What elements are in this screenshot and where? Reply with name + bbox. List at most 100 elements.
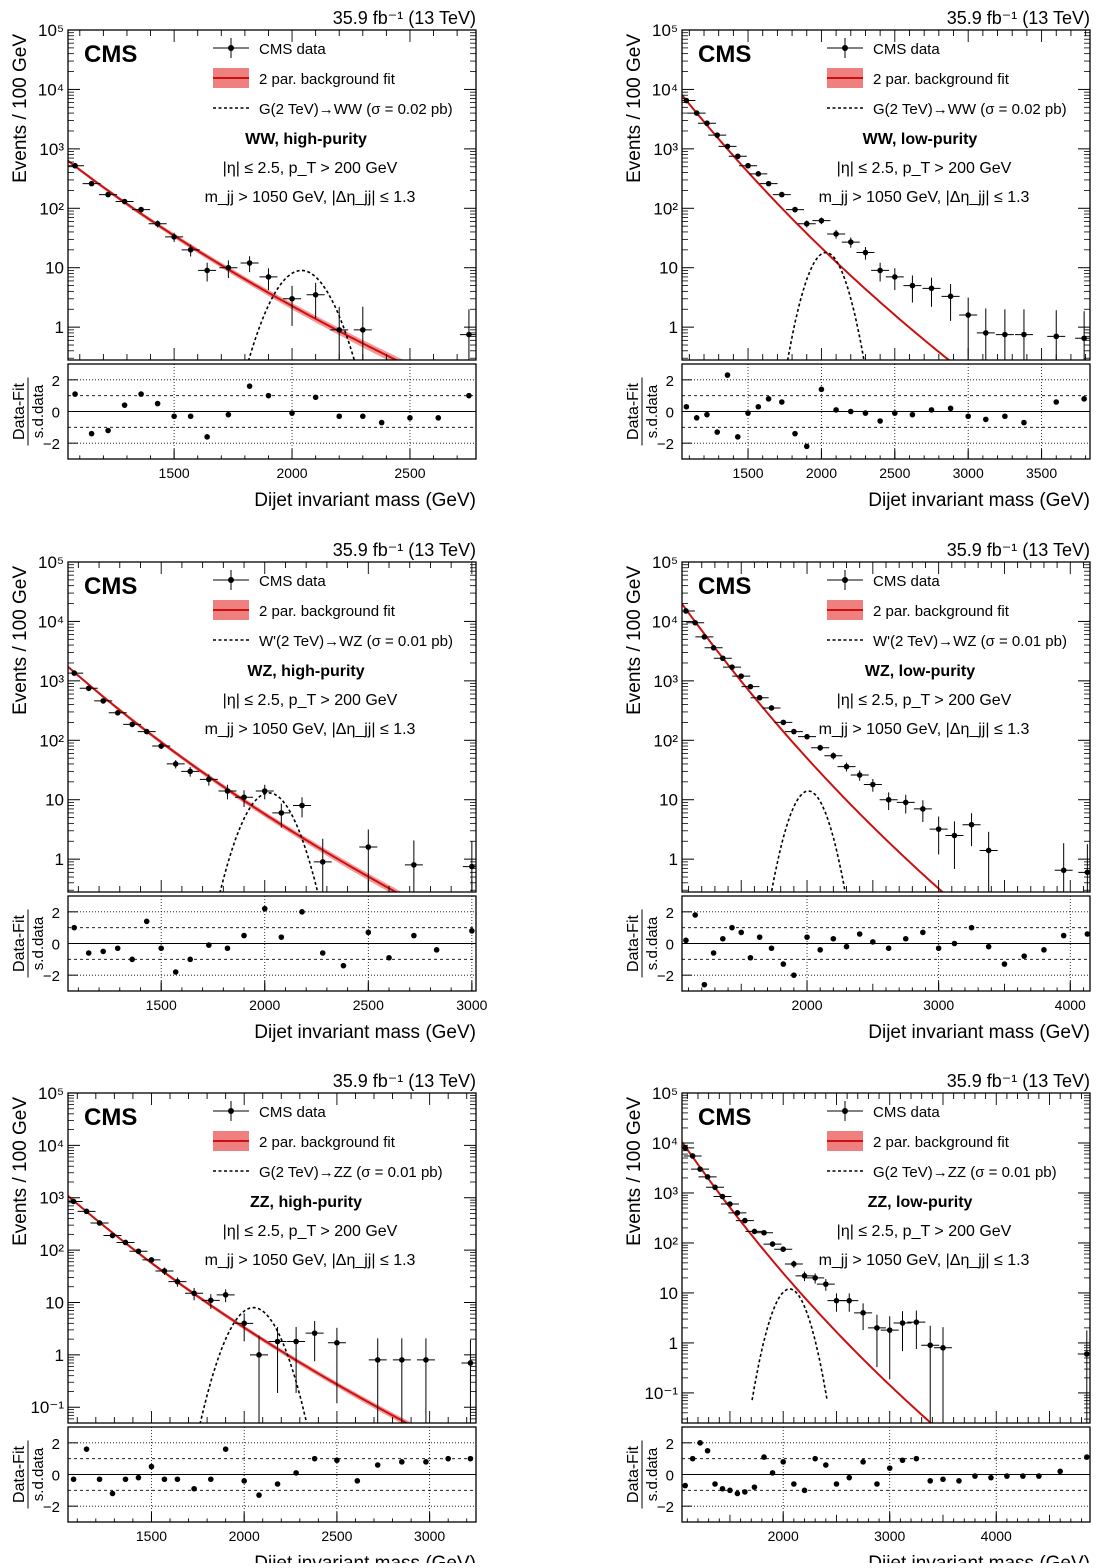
legend-fit-label: 2 par. background fit xyxy=(873,603,1010,620)
pull-point xyxy=(791,972,797,978)
data-point xyxy=(108,710,127,716)
pull-point xyxy=(138,391,144,397)
cut-line-1: |η| ≤ 2.5, p_T > 200 GeV xyxy=(837,160,1012,177)
pull-point xyxy=(83,1446,90,1452)
panel-2: 1 10 10² 10³ 10⁴ 10⁵ CMS data 2 par. background… xyxy=(624,8,1091,511)
fit-line xyxy=(682,94,951,360)
y-tick-label: 10² xyxy=(653,199,678,218)
pull-point xyxy=(278,934,285,940)
legend-data-label: CMS data xyxy=(259,41,326,58)
x-tick-label: 2000 xyxy=(276,465,307,481)
pull-point xyxy=(1002,413,1008,420)
ratio-panel: −2 0 2 1500 2000 2500 3000 Dijet invariant mass… xyxy=(11,1426,477,1568)
y-tick-label: 10 xyxy=(659,791,678,810)
main-frame xyxy=(681,29,1091,361)
x-tick-label: 1500 xyxy=(159,465,190,481)
y-tick-label: 10⁻¹ xyxy=(644,1384,678,1403)
pull-point xyxy=(172,969,179,975)
data-point xyxy=(168,1277,187,1287)
data-point xyxy=(79,685,98,692)
data-point xyxy=(199,774,218,786)
main-plot-area xyxy=(68,159,476,360)
y-tick-label: 10 xyxy=(659,259,678,278)
x-tick-label: 2000 xyxy=(229,1528,260,1544)
cms-logo-text: CMS xyxy=(698,573,751,600)
pull-point xyxy=(683,937,689,944)
pull-point xyxy=(148,1463,155,1470)
data-point xyxy=(720,1201,739,1207)
legend-fit-label: 2 par. background fit xyxy=(259,603,396,620)
y-axis-label: Events / 100 GeV xyxy=(624,566,645,715)
legend-data-marker xyxy=(213,38,249,58)
ratio-panel: −2 0 2 1500 2000 2500 3000 Dijet invariant mass… xyxy=(11,895,488,1043)
legend-signal-label: G(2 TeV)→WW (σ = 0.02 pb) xyxy=(259,101,453,118)
y-axis-label: Events / 100 GeV xyxy=(624,34,645,183)
pull-point xyxy=(411,932,417,939)
x-tick-label: 3000 xyxy=(874,1528,905,1544)
legend-fit-label: 2 par. background fit xyxy=(873,1134,1010,1151)
pull-point xyxy=(812,1455,818,1462)
x-tick-label: 1500 xyxy=(732,465,763,481)
x-tick-label: 3000 xyxy=(923,997,954,1013)
data-point xyxy=(283,285,302,326)
data-point xyxy=(368,1338,387,1423)
data-point xyxy=(697,120,716,127)
y-tick-label: 10³ xyxy=(39,672,64,691)
legend-data-marker xyxy=(213,1101,249,1121)
pull-point xyxy=(274,1481,281,1487)
data-point xyxy=(732,673,751,679)
main-plot-area xyxy=(682,603,1090,892)
data-point xyxy=(795,1271,814,1282)
pull-point xyxy=(71,924,78,931)
data-point xyxy=(811,744,830,751)
legend-data-label: CMS data xyxy=(873,1104,940,1121)
pull-point xyxy=(791,1481,797,1487)
legend-data-label: CMS data xyxy=(873,573,940,590)
pull-point xyxy=(792,430,798,437)
main-frame xyxy=(67,29,477,361)
data-point xyxy=(129,1248,148,1255)
pull-point xyxy=(704,411,710,418)
pull-point xyxy=(374,1462,381,1468)
signal-curve xyxy=(247,269,356,360)
data-point xyxy=(995,309,1014,360)
pull-point xyxy=(804,934,810,940)
pull-point xyxy=(877,418,883,424)
legend-fit-label: 2 par. background fit xyxy=(259,1134,396,1151)
data-point xyxy=(287,1326,306,1393)
legend-fit-label: 2 par. background fit xyxy=(259,71,396,88)
pull-point xyxy=(817,947,823,953)
data-point xyxy=(704,644,723,651)
data-point xyxy=(94,698,113,704)
y-tick-label: 10³ xyxy=(39,140,64,159)
data-point xyxy=(99,191,118,198)
data-point xyxy=(687,110,706,116)
data-point xyxy=(416,1338,435,1423)
pull-point xyxy=(129,956,136,963)
pull-point xyxy=(738,929,745,936)
pull-point xyxy=(935,945,942,952)
pull-point xyxy=(719,1485,726,1492)
data-point xyxy=(216,1289,235,1303)
data-point xyxy=(749,171,768,177)
category-label: WZ, low-purity xyxy=(865,663,975,680)
pull-point xyxy=(682,1482,688,1489)
pull-point xyxy=(862,410,869,416)
y-tick-label: 10⁴ xyxy=(652,80,678,99)
lumi-label: 35.9 fb⁻¹ (13 TeV) xyxy=(333,8,476,28)
lumi-label: 35.9 fb⁻¹ (13 TeV) xyxy=(947,8,1090,28)
pull-point xyxy=(956,1478,962,1484)
pull-point xyxy=(246,383,253,389)
panel-6: 10⁻¹ 1 10 10² 10³ 10⁴ 10⁵ CMS data 2 par. backgr… xyxy=(624,1071,1091,1568)
pull-point xyxy=(734,1490,741,1497)
y-tick-label: 10³ xyxy=(39,1189,64,1208)
ratio-y-tick-label: 0 xyxy=(52,937,60,954)
ratio-y-tick-label: 0 xyxy=(52,1468,60,1485)
data-point xyxy=(879,792,898,810)
data-point xyxy=(728,153,747,160)
svg-text:s.d.data: s.d.data xyxy=(30,916,47,970)
x-tick-label: 4000 xyxy=(981,1528,1012,1544)
svg-text:s.d.data: s.d.data xyxy=(644,1447,661,1501)
data-point xyxy=(863,778,882,792)
pull-point xyxy=(778,399,785,405)
